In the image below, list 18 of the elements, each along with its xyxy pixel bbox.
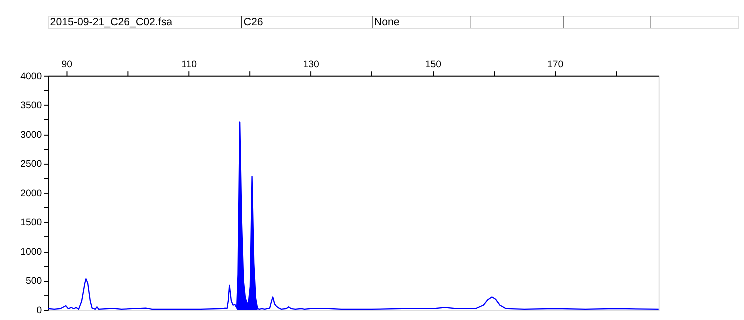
x-tick-label: 150	[425, 60, 442, 71]
y-tick-label: 3000	[20, 130, 42, 141]
x-tick-label: 110	[182, 60, 197, 71]
y-tick-label: 2500	[20, 159, 42, 170]
x-tick-label: 90	[62, 60, 73, 71]
y-tick-label: 0	[36, 305, 42, 316]
text: None	[374, 16, 400, 29]
y-tick-label: 500	[26, 276, 42, 288]
y-tick-label: 4000	[20, 71, 42, 82]
line-series	[48, 122, 660, 310]
x-tick-label: 130	[303, 60, 320, 71]
y-tick-label: 1500	[20, 218, 42, 229]
y-tick-label: 2000	[20, 188, 42, 200]
y-tick-label: 3500	[20, 100, 42, 112]
x-tick-label: 170	[548, 60, 564, 71]
text: 2015-09-21_C26_C02.fsa	[50, 16, 173, 29]
text: C26	[244, 16, 264, 29]
y-tick-label: 1000	[20, 246, 42, 258]
